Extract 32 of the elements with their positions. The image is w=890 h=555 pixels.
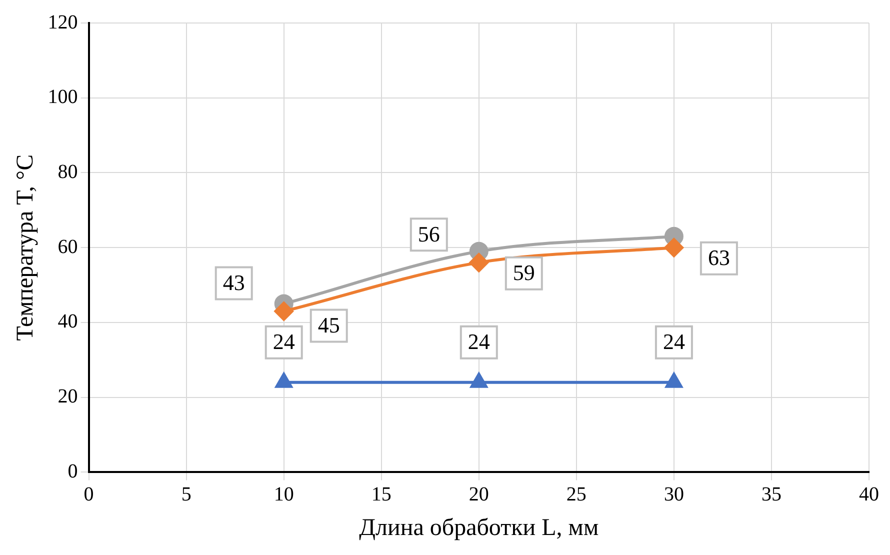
y-tick-label: 80 — [58, 160, 78, 183]
point — [274, 302, 294, 321]
x-tick-label: 25 — [566, 483, 586, 506]
point — [470, 372, 488, 388]
data-label: 63 — [708, 245, 730, 270]
point — [666, 372, 682, 388]
data-label: 24 — [272, 329, 295, 354]
x-tick-label: 40 — [859, 483, 879, 506]
y-axis-title: Температура T, °C — [12, 154, 39, 341]
x-tick-label: 10 — [274, 483, 294, 506]
y-tick-label: 0 — [68, 460, 78, 482]
point — [275, 372, 292, 388]
y-tick-label: 40 — [58, 310, 78, 333]
x-tick-label: 15 — [371, 483, 392, 506]
data-label: 24 — [468, 329, 490, 354]
data-label: 45 — [318, 312, 340, 338]
data-label: 56 — [418, 221, 440, 246]
y-tick-label: 20 — [58, 386, 78, 408]
y-tick-label: 60 — [58, 236, 78, 258]
x-tick-label: 0 — [84, 483, 94, 506]
y-tick-label: 100 — [48, 86, 78, 108]
data-label: 43 — [222, 270, 245, 296]
x-tick-label: 30 — [664, 483, 684, 506]
data-label: 24 — [662, 329, 685, 354]
data-label: 59 — [512, 260, 535, 286]
y-tick-label: 120 — [48, 11, 78, 34]
point — [469, 253, 488, 272]
x-tick-label: 35 — [761, 483, 782, 506]
x-tick-label: 5 — [181, 483, 192, 506]
point — [664, 238, 684, 258]
x-axis-title: Длина обработки L, мм — [359, 514, 599, 541]
x-tick-label: 20 — [468, 483, 489, 506]
